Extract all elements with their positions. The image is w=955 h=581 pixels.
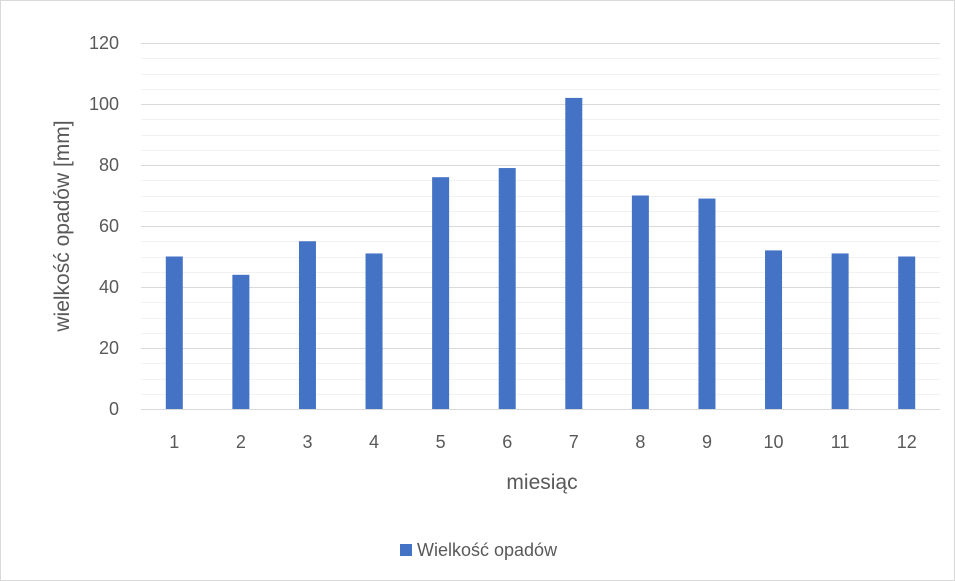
y-tick-label: 40	[99, 277, 119, 297]
x-tick-label: 5	[436, 432, 446, 452]
y-axis-tick-labels: 0 20 40 60 80 100 120	[89, 33, 119, 419]
major-gridlines	[141, 43, 940, 410]
y-tick-label: 80	[99, 155, 119, 175]
x-tick-label: 1	[169, 432, 179, 452]
x-tick-label: 3	[302, 432, 312, 452]
bar	[498, 168, 516, 409]
y-tick-label: 20	[99, 338, 119, 358]
bar	[298, 241, 316, 409]
bar	[765, 250, 783, 409]
x-tick-label: 4	[369, 432, 379, 452]
bar	[165, 256, 183, 409]
x-tick-label: 10	[764, 432, 784, 452]
legend: Wielkość opadów	[400, 540, 558, 560]
x-axis-title: miesiąc	[506, 471, 577, 494]
bar	[831, 253, 849, 409]
x-tick-label: 8	[635, 432, 645, 452]
y-tick-label: 60	[99, 216, 119, 236]
y-tick-label: 0	[109, 399, 119, 419]
bar	[365, 253, 383, 409]
x-tick-label: 9	[702, 432, 712, 452]
x-tick-label: 2	[236, 432, 246, 452]
minor-gridlines	[141, 58, 940, 395]
bar	[432, 177, 450, 409]
x-tick-label: 11	[831, 432, 850, 452]
bar	[565, 97, 583, 410]
y-axis-title: wielkość opadów [mm]	[51, 120, 74, 332]
bar	[698, 198, 716, 409]
y-tick-label: 120	[89, 33, 119, 53]
legend-swatch	[400, 544, 412, 556]
bars	[165, 97, 916, 410]
y-tick-label: 100	[89, 94, 119, 114]
x-tick-label: 6	[502, 432, 512, 452]
bar	[631, 195, 649, 409]
x-tick-label: 7	[569, 432, 579, 452]
x-tick-label: 12	[897, 432, 917, 452]
legend-label: Wielkość opadów	[417, 540, 558, 560]
bar	[232, 274, 250, 409]
bar	[898, 256, 916, 409]
x-axis-tick-labels: 1 2 3 4 5 6 7 8 9 10 11 12	[169, 432, 916, 452]
